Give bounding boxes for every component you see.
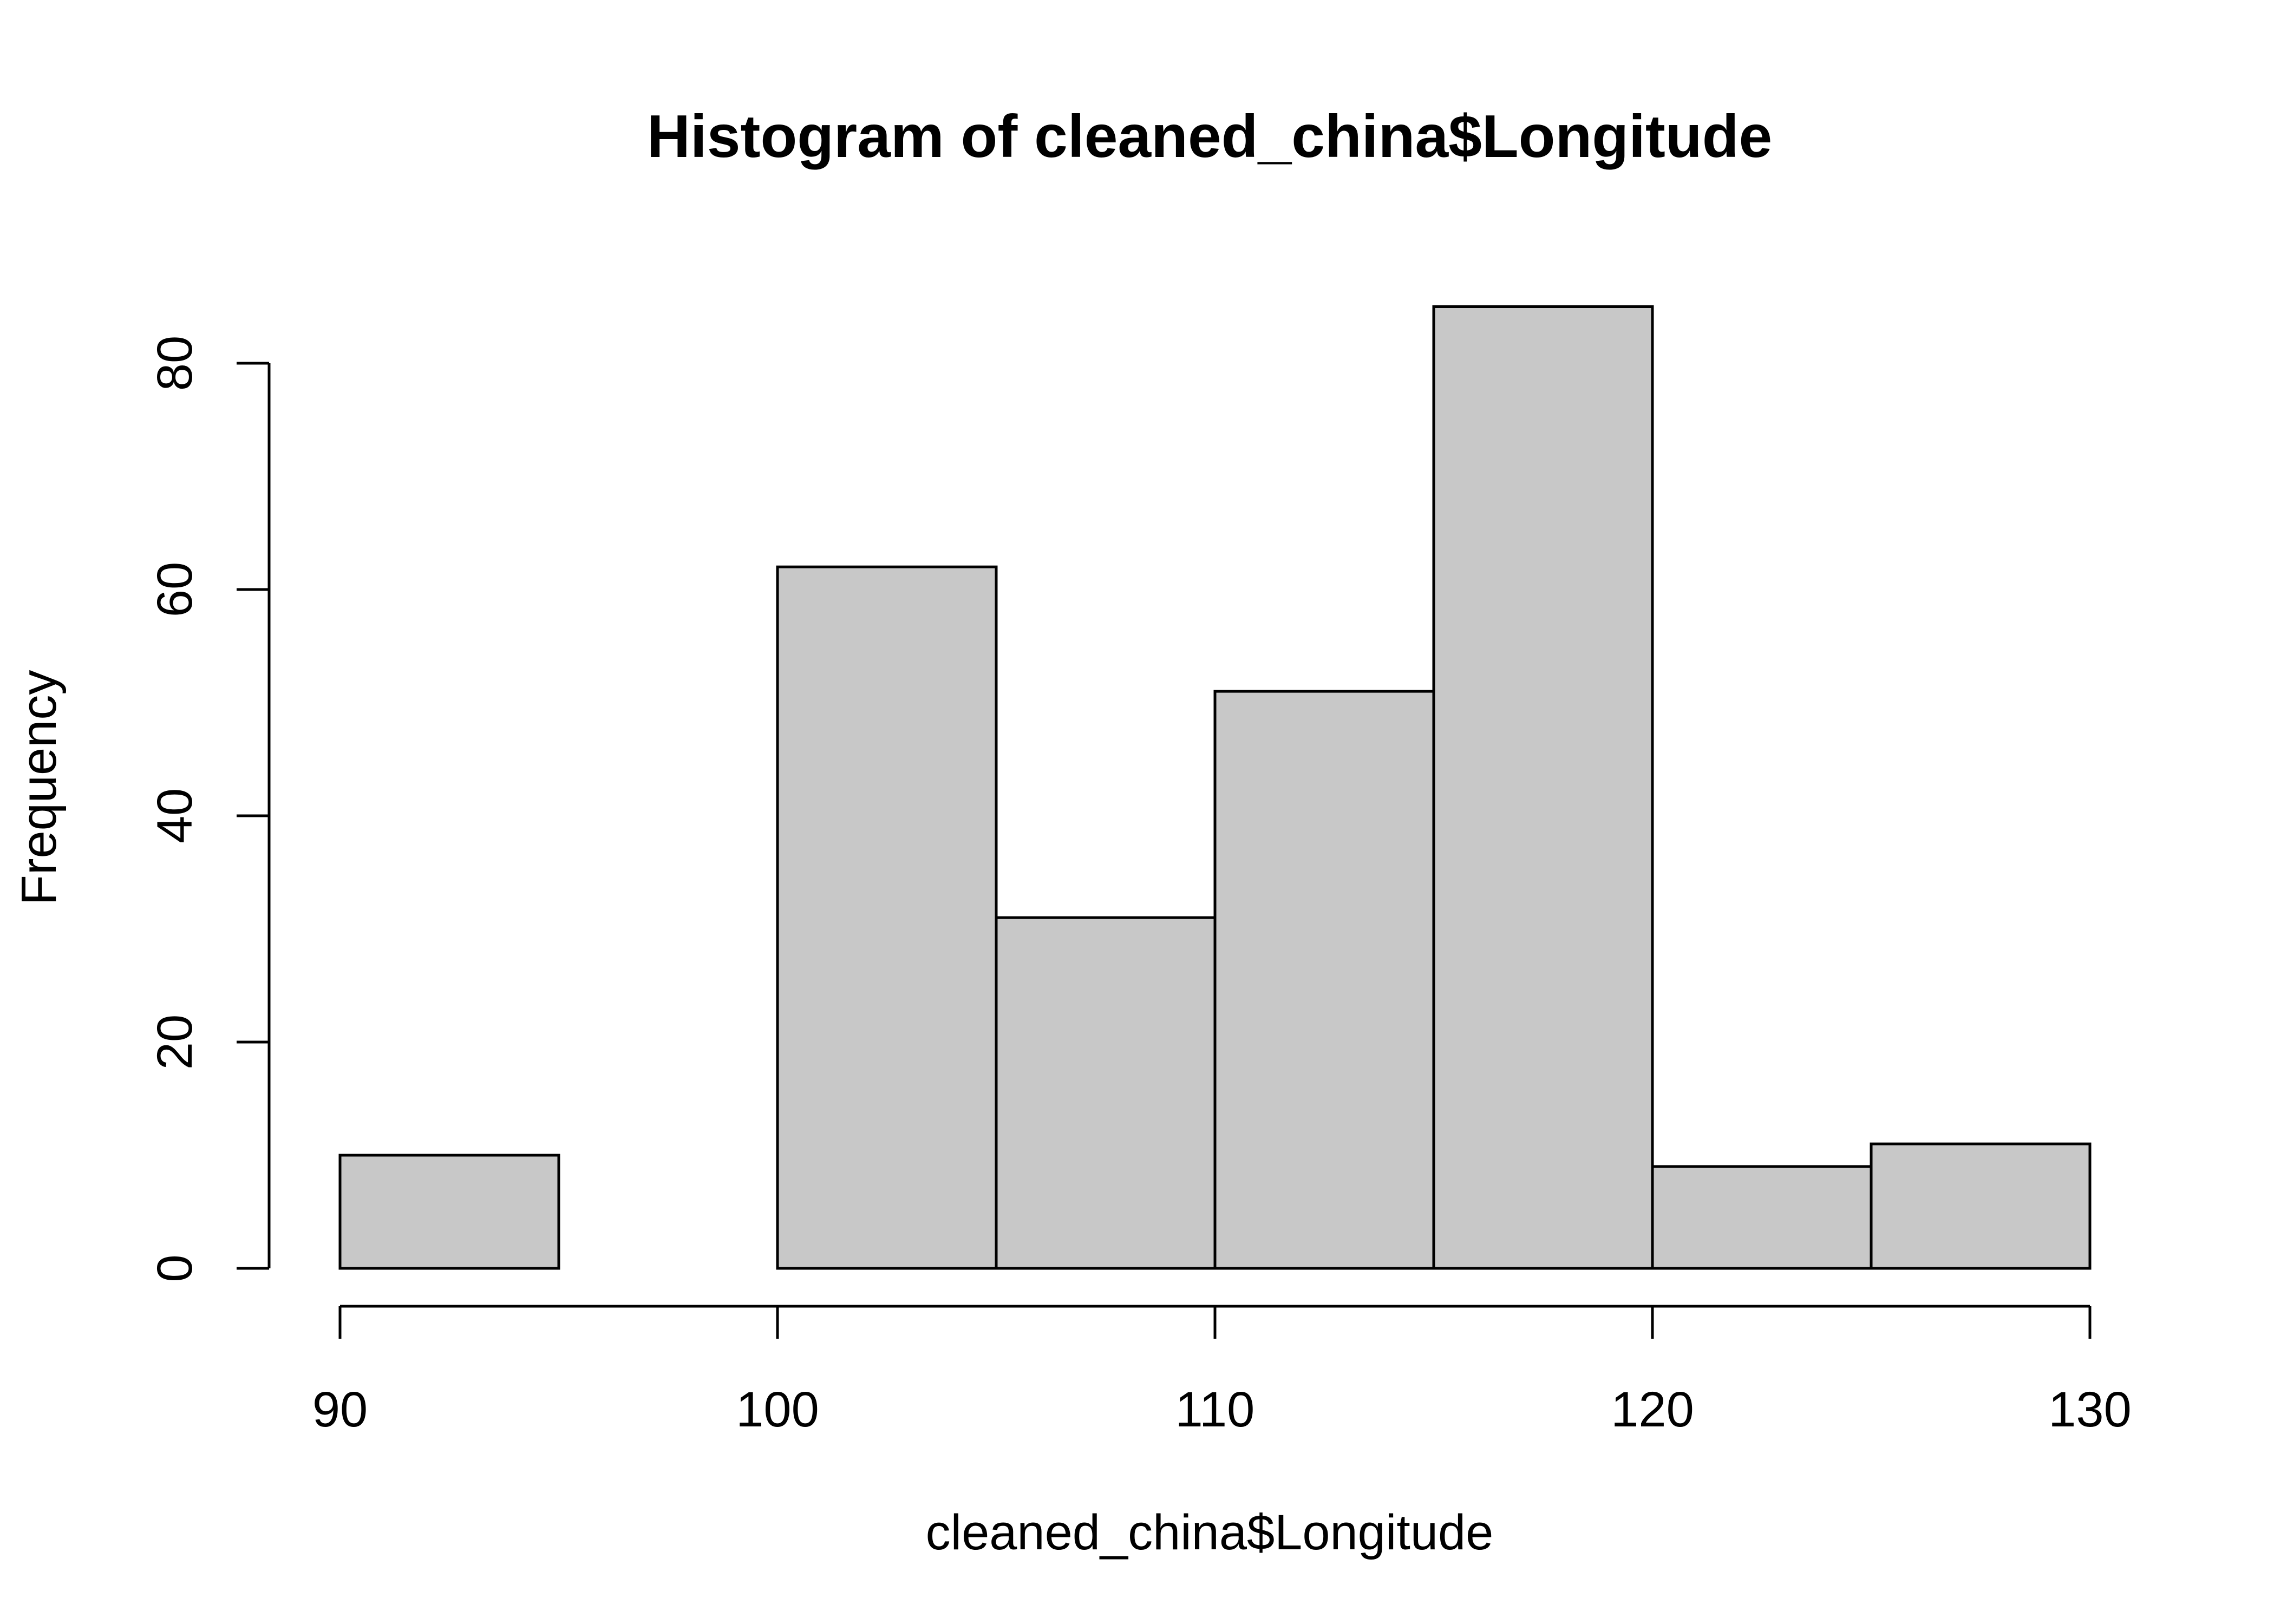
histogram-bar: [1870, 1142, 2092, 1270]
y-axis: 0 20 40 60 80: [147, 336, 271, 1282]
y-tick-label: 40: [147, 788, 202, 843]
x-axis: 90 100 110 120 130: [312, 1305, 2132, 1437]
histogram-bar: [776, 565, 998, 1270]
x-tick-label: 130: [2048, 1382, 2132, 1437]
histogram-bar: [1432, 305, 1654, 1270]
x-tick-label: 120: [1611, 1382, 1694, 1437]
y-tick-label: 60: [147, 562, 202, 617]
histogram-bar: [1213, 690, 1435, 1270]
chart-title: Histogram of cleaned_china$Longitude: [647, 103, 1773, 170]
x-tick-label: 100: [736, 1382, 819, 1437]
x-tick-label: 90: [312, 1382, 368, 1437]
histogram-bar: [995, 916, 1217, 1270]
x-tick-label: 110: [1175, 1382, 1255, 1437]
x-axis-label: cleaned_china$Longitude: [926, 1505, 1494, 1560]
bars-group: [338, 305, 2092, 1270]
histogram-bar: [338, 1154, 560, 1270]
y-axis-label: Frequency: [11, 670, 67, 906]
y-tick-label: 80: [147, 336, 202, 391]
y-tick-label: 0: [147, 1254, 202, 1282]
y-tick-label: 20: [147, 1014, 202, 1070]
histogram-bar: [1651, 1165, 1873, 1270]
